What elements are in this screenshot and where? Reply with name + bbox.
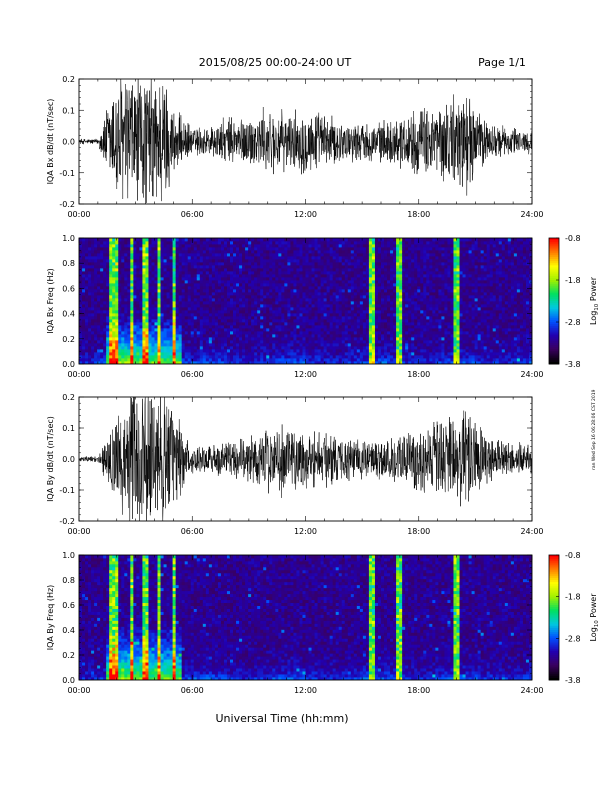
x-axis-title: Universal Time (hh:mm) — [216, 712, 349, 725]
colorbar-tick-label: -2.8 — [565, 318, 581, 327]
colorbar-tick-label: -3.8 — [565, 676, 581, 685]
y-tick-label: 0.0 — [62, 455, 75, 464]
x-tick-label: 18:00 — [407, 527, 430, 536]
x-tick-label: 06:00 — [181, 210, 204, 219]
panel-3: 00:00 06:00 12:00 18:00 24:00 0.2 0.1 0.0 -0.1 -0… — [46, 393, 544, 536]
y-tick-label: 0.1 — [62, 424, 75, 433]
y-tick-label: -0.1 — [59, 486, 75, 495]
x-tick-label: 24:00 — [520, 210, 543, 219]
y-tick-label: 0.0 — [62, 676, 75, 685]
x-tick-label: 24:00 — [520, 686, 543, 695]
x-tick-label: 12:00 — [294, 527, 317, 536]
colorbar-label: Log10 Power — [589, 276, 600, 325]
x-tick-label: 12:00 — [294, 370, 317, 379]
y-tick-label: 0.8 — [62, 259, 75, 268]
x-tick-label: 18:00 — [407, 210, 430, 219]
colorbar-tick-label: -2.8 — [565, 634, 581, 643]
x-tick-label: 12:00 — [294, 686, 317, 695]
y-tick-label: 1.0 — [62, 234, 75, 243]
colorbar: -0.8 -1.8 -2.8 -3.8 Log10 Power — [548, 551, 600, 685]
x-tick-label: 06:00 — [181, 686, 204, 695]
panel-2: -0.8 -1.8 -2.8 -3.8 Log10 Power 00:00 06:00 12:… — [46, 234, 600, 379]
figure-title: 2015/08/25 00:00-24:00 UT — [199, 56, 352, 69]
colorbar-tick-label: -1.8 — [565, 593, 581, 602]
y-axis-label: IQA By Freq (Hz) — [46, 585, 55, 651]
y-tick-label: 0.4 — [62, 310, 75, 319]
y-tick-label: -0.2 — [59, 517, 75, 526]
y-tick-label: 0.2 — [62, 651, 75, 660]
colorbar-label: Log10 Power — [589, 593, 600, 642]
y-tick-label: 0.0 — [62, 360, 75, 369]
run-timestamp: ran Wed Sep 16 06:28:06 CST 2019 — [591, 389, 597, 470]
panel-1: 00:00 06:00 12:00 18:00 24:00 0.2 0.1 0.0 -0.1 -0… — [46, 75, 544, 219]
y-tick-label: 1.0 — [62, 551, 75, 560]
colorbar: -0.8 -1.8 -2.8 -3.8 Log10 Power — [548, 234, 600, 369]
y-tick-label: 0.1 — [62, 106, 75, 115]
y-tick-label: 0.8 — [62, 576, 75, 585]
colorbar-tick-label: -3.8 — [565, 360, 581, 369]
y-axis-label: IQA By dB/dt (nT/sec) — [46, 416, 55, 502]
spectrogram-cells — [79, 238, 532, 364]
colorbar-tick-label: -1.8 — [565, 276, 581, 285]
y-tick-label: 0.2 — [62, 335, 75, 344]
x-tick-label: 06:00 — [181, 370, 204, 379]
y-axis-label: IQA Bx Freq (Hz) — [46, 268, 55, 334]
x-tick-label: 18:00 — [407, 370, 430, 379]
x-tick-label: 00:00 — [67, 210, 90, 219]
y-tick-label: -0.2 — [59, 200, 75, 209]
x-tick-label: 00:00 — [67, 527, 90, 536]
y-axis-label: IQA Bx dB/dt (nT/sec) — [46, 99, 55, 185]
panel-4: -0.8 -1.8 -2.8 -3.8 Log10 Power 00:00 06:00 12:… — [46, 551, 600, 695]
y-tick-label: 0.4 — [62, 626, 75, 635]
x-tick-label: 00:00 — [67, 370, 90, 379]
x-tick-label: 06:00 — [181, 527, 204, 536]
x-tick-label: 24:00 — [520, 527, 543, 536]
y-tick-label: 0.2 — [62, 393, 75, 402]
page-indicator: Page 1/1 — [478, 56, 526, 69]
y-tick-label: 0.6 — [62, 284, 75, 293]
colorbar-tick-label: -0.8 — [565, 551, 581, 560]
x-tick-label: 24:00 — [520, 370, 543, 379]
waveform-trace — [79, 79, 532, 204]
y-tick-label: -0.1 — [59, 169, 75, 178]
colorbar-tick-label: -0.8 — [565, 234, 581, 243]
x-tick-label: 12:00 — [294, 210, 317, 219]
waveform-trace — [79, 397, 532, 521]
y-tick-label: 0.2 — [62, 75, 75, 84]
y-tick-label: 0.6 — [62, 601, 75, 610]
y-tick-label: 0.0 — [62, 138, 75, 147]
x-tick-label: 00:00 — [67, 686, 90, 695]
spectrogram-cells — [79, 555, 532, 680]
x-tick-label: 18:00 — [407, 686, 430, 695]
